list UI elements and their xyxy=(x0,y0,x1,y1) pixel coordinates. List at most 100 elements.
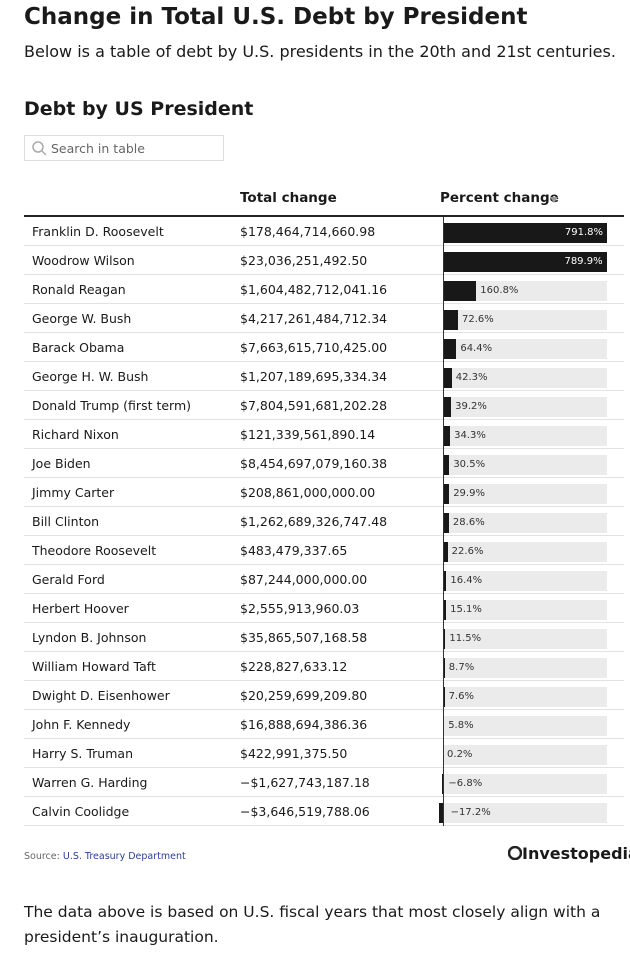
percent-label: 0.2% xyxy=(447,749,473,760)
total-change: $87,244,000,000.00 xyxy=(240,572,368,587)
president-name: William Howard Taft xyxy=(32,659,156,674)
percent-bar xyxy=(443,542,448,562)
percent-label: 42.3% xyxy=(455,372,488,383)
total-change: −$3,646,519,788.06 xyxy=(240,804,370,819)
search-placeholder: Search in table xyxy=(51,141,145,156)
total-change: $16,888,694,386.36 xyxy=(240,717,368,732)
table-row: George H. W. Bush $1,207,189,695,334.34 42… xyxy=(24,362,624,391)
table-row: Theodore Roosevelt $483,479,337.65 22.6% xyxy=(24,536,624,565)
table-row: Joe Biden $8,454,697,079,160.38 30.5% xyxy=(24,449,624,478)
total-change: $1,262,689,326,747.48 xyxy=(240,514,388,529)
table-title: Debt by US President xyxy=(24,98,254,120)
table-row: Ronald Reagan $1,604,482,712,041.16 160.8% xyxy=(24,275,624,304)
percent-label: 7.6% xyxy=(448,691,474,702)
bar-background xyxy=(443,629,607,649)
footer-note: The data above is based on U.S. fiscal y… xyxy=(24,903,601,946)
president-name: Barack Obama xyxy=(32,340,125,355)
search-icon xyxy=(32,141,47,156)
percent-label: 30.5% xyxy=(453,459,486,470)
total-change: $121,339,561,890.14 xyxy=(240,427,376,442)
table-row: Woodrow Wilson $23,036,251,492.50 789.9% xyxy=(24,246,624,275)
percent-bar xyxy=(443,339,457,359)
page-subtitle: Below is a table of debt by U.S. preside… xyxy=(24,42,616,61)
bar-background xyxy=(443,484,607,504)
table-row: Franklin D. Roosevelt $178,464,714,660.98… xyxy=(24,217,624,246)
president-name: Franklin D. Roosevelt xyxy=(32,224,164,239)
percent-label: 789.9% xyxy=(564,256,603,267)
president-name: Joe Biden xyxy=(32,456,91,471)
table-row: George W. Bush $4,217,261,484,712.34 72.6% xyxy=(24,304,624,333)
percent-label: 15.1% xyxy=(450,604,482,615)
logo: Investopedia xyxy=(507,844,630,863)
table-row: Harry S. Truman $422,991,375.50 0.2% xyxy=(24,739,624,768)
bar-background xyxy=(443,339,607,359)
total-change: $178,464,714,660.98 xyxy=(240,224,376,239)
table-row: Gerald Ford $87,244,000,000.00 16.4% xyxy=(24,565,624,594)
percent-bar xyxy=(443,571,447,591)
total-change: $8,454,697,079,160.38 xyxy=(240,456,388,471)
bar-background xyxy=(443,513,607,533)
table-row: Lyndon B. Johnson $35,865,507,168.58 11.5% xyxy=(24,623,624,652)
table-row: William Howard Taft $228,827,633.12 8.7% xyxy=(24,652,624,681)
table-row: Warren G. Harding −$1,627,743,187.18 −6.8% xyxy=(24,768,624,797)
search-box[interactable]: Search in table xyxy=(24,135,224,161)
bar-background xyxy=(443,600,607,620)
percent-bar xyxy=(443,484,450,504)
percent-bar xyxy=(443,281,477,301)
percent-label: 39.2% xyxy=(455,401,487,412)
president-name: Theodore Roosevelt xyxy=(32,543,157,558)
percent-bar xyxy=(443,426,451,446)
total-change: $7,663,615,710,425.00 xyxy=(240,340,388,355)
percent-label: 791.8% xyxy=(564,227,603,238)
table-row: Donald Trump (first term) $7,804,591,681,… xyxy=(24,391,624,420)
source-link[interactable]: U.S. Treasury Department xyxy=(62,851,186,862)
column-header[interactable]: Percent change xyxy=(440,190,559,206)
table-row: Bill Clinton $1,262,689,326,747.48 28.6% xyxy=(24,507,624,536)
total-change: $228,827,633.12 xyxy=(240,659,348,674)
percent-bar xyxy=(443,252,607,272)
percent-bar xyxy=(443,629,446,649)
bar-background xyxy=(443,310,607,330)
total-change: $35,865,507,168.58 xyxy=(240,630,368,645)
percent-label: 8.7% xyxy=(448,662,475,673)
percent-label: 22.6% xyxy=(451,546,484,557)
bar-background xyxy=(443,542,607,562)
percent-label: 64.4% xyxy=(460,343,493,354)
bar-background xyxy=(443,455,607,475)
bar-background xyxy=(441,774,607,794)
percent-bar xyxy=(443,223,607,243)
table-row: John F. Kennedy $16,888,694,386.36 5.8% xyxy=(24,710,624,739)
percent-bar xyxy=(441,774,443,794)
total-change: −$1,627,743,187.18 xyxy=(240,775,370,790)
percent-label: −6.8% xyxy=(448,778,483,789)
total-change: $1,604,482,712,041.16 xyxy=(240,282,388,297)
table-row: Barack Obama $7,663,615,710,425.00 64.4% xyxy=(24,333,624,362)
zero-line xyxy=(443,217,444,826)
percent-bar xyxy=(443,368,452,388)
percent-bar xyxy=(443,455,450,475)
bar-background xyxy=(443,745,607,765)
table-row: Jimmy Carter $208,861,000,000.00 29.9% xyxy=(24,478,624,507)
source: Source: U.S. Treasury Department xyxy=(24,851,186,862)
president-name: George W. Bush xyxy=(32,311,132,326)
percent-bar xyxy=(439,803,443,823)
column-header[interactable]: Total change xyxy=(240,190,337,206)
percent-bar xyxy=(443,600,447,620)
percent-label: 28.6% xyxy=(452,517,485,528)
president-name: Harry S. Truman xyxy=(32,746,133,761)
header-rule xyxy=(24,215,624,217)
total-change: $4,217,261,484,712.34 xyxy=(240,311,388,326)
source-prefix: Source: xyxy=(24,851,60,862)
table-row: Herbert Hoover $2,555,913,960.03 15.1% xyxy=(24,594,624,623)
president-name: Woodrow Wilson xyxy=(32,253,135,268)
bar-background xyxy=(443,397,607,417)
president-name: Jimmy Carter xyxy=(32,485,115,500)
percent-label: 5.8% xyxy=(448,720,474,731)
percent-label: 72.6% xyxy=(462,314,494,325)
percent-label: 160.8% xyxy=(480,285,519,296)
president-name: Herbert Hoover xyxy=(32,601,129,616)
percent-label: 34.3% xyxy=(454,430,486,441)
president-name: Lyndon B. Johnson xyxy=(32,630,147,645)
bar-background xyxy=(443,716,607,736)
